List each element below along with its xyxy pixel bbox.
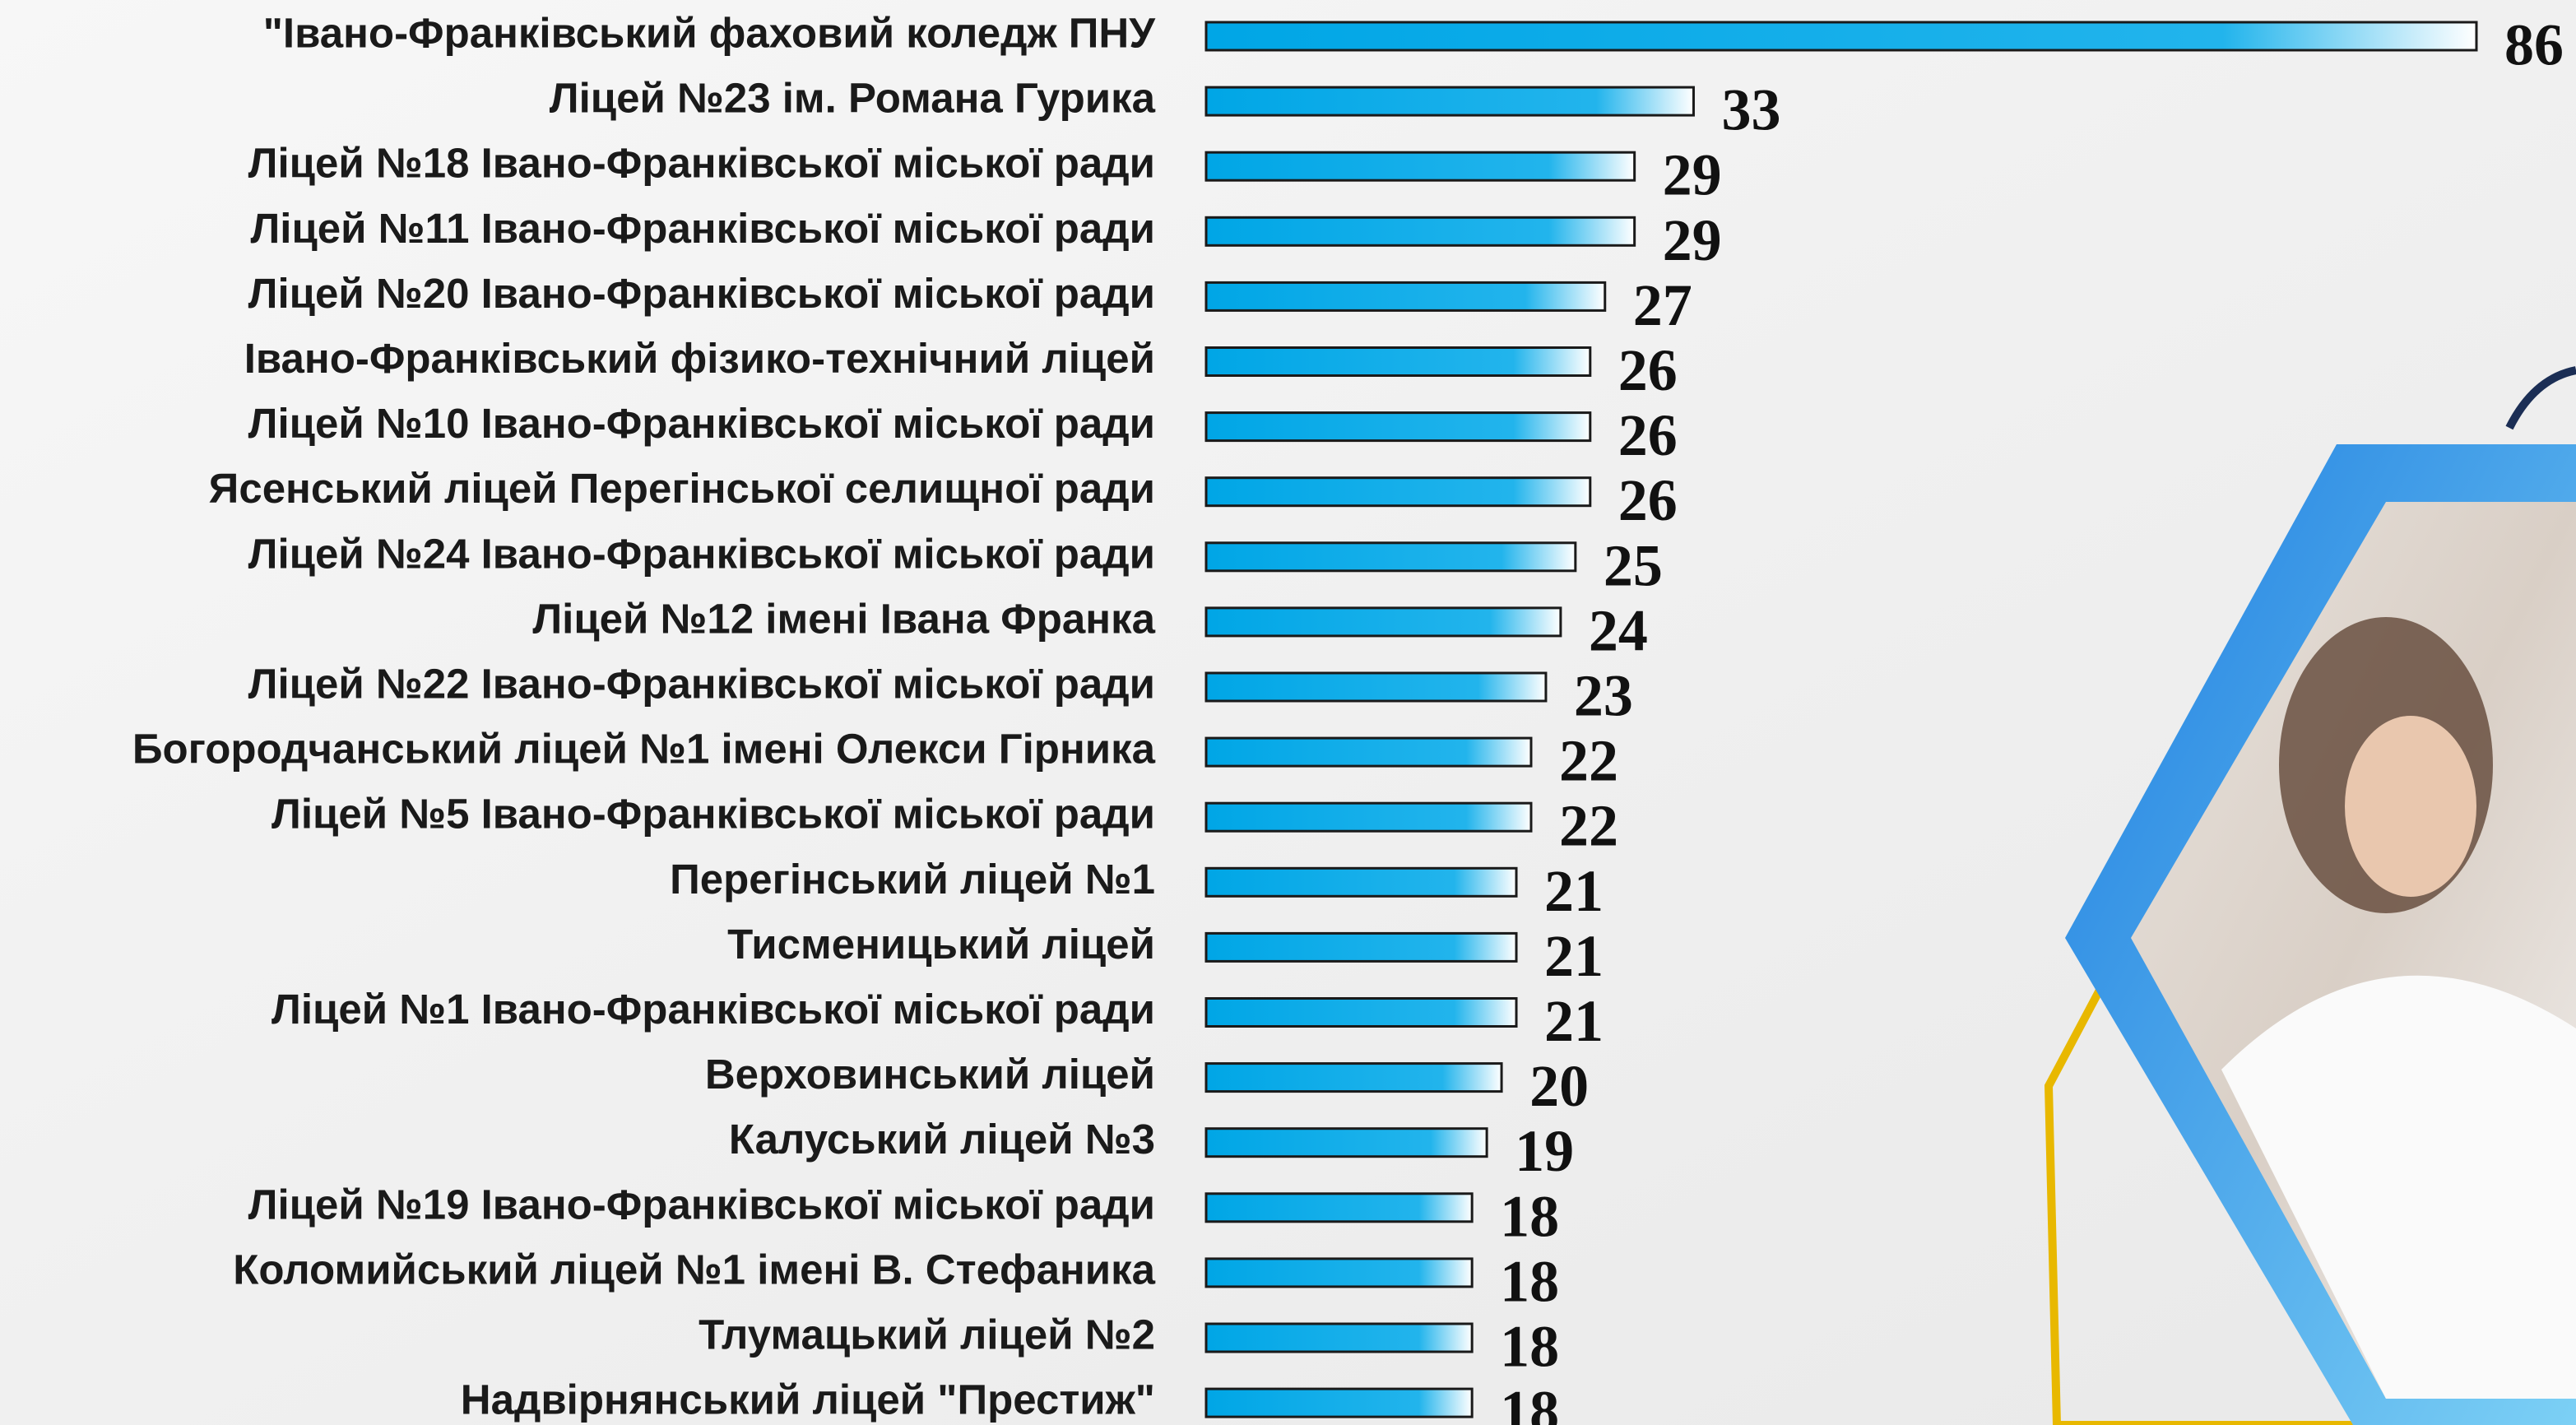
- value-label: 23: [1574, 663, 1633, 729]
- category-label: Калуський ліцей №3: [729, 1116, 1155, 1163]
- value-label: 19: [1515, 1118, 1574, 1184]
- value-label: 26: [1618, 337, 1678, 403]
- bar: [1206, 1259, 1472, 1287]
- value-label: 18: [1500, 1183, 1559, 1249]
- value-label: 25: [1604, 532, 1663, 598]
- value-label: 22: [1559, 793, 1618, 859]
- bar: [1206, 152, 1635, 180]
- category-label: Ліцей №12 імені Івана Франка: [532, 595, 1155, 642]
- category-label: Ліцей №22 Івано-Франківської міської рад…: [248, 660, 1155, 707]
- value-label: 33: [1721, 77, 1780, 143]
- category-label: Ліцей №23 ім. Романа Гурика: [550, 75, 1156, 122]
- category-label: Ліцей №5 Івано-Франківської міської ради: [272, 791, 1155, 838]
- bar: [1206, 1064, 1502, 1092]
- category-label: Богородчанський ліцей №1 імені Олекси Гі…: [132, 726, 1156, 773]
- category-label: Ясенський ліцей Перегінської селищної ра…: [209, 465, 1155, 512]
- bar: [1206, 1324, 1472, 1352]
- bar: [1206, 608, 1561, 636]
- bar: [1206, 673, 1546, 701]
- value-label: 21: [1544, 988, 1604, 1054]
- value-label: 21: [1544, 923, 1604, 989]
- bar: [1206, 87, 1693, 115]
- bar: [1206, 1389, 1472, 1417]
- category-label: Ліцей №19 Івано-Франківської міської рад…: [248, 1181, 1155, 1228]
- category-label: Ліцей №10 Івано-Франківської міської рад…: [248, 400, 1155, 447]
- category-label: "Івано-Франківський фаховий коледж ПНУ: [263, 9, 1157, 56]
- value-label: 18: [1500, 1379, 1559, 1425]
- value-label: 22: [1559, 728, 1618, 794]
- category-label: Верховинський ліцей: [705, 1051, 1155, 1098]
- category-label: Перегінський ліцей №1: [670, 856, 1155, 903]
- value-label: 24: [1589, 597, 1648, 663]
- category-label: Ліцей №20 Івано-Франківської міської рад…: [248, 270, 1155, 317]
- bar: [1206, 803, 1531, 831]
- value-label: 27: [1633, 272, 1692, 338]
- value-label: 18: [1500, 1314, 1559, 1380]
- value-label: 29: [1663, 142, 1722, 208]
- category-label: Тисменицький ліцей: [727, 921, 1155, 968]
- photo-face: [2345, 716, 2476, 897]
- bar: [1206, 738, 1531, 766]
- category-label: Ліцей №18 Івано-Франківської міської рад…: [248, 140, 1155, 187]
- bar: [1206, 868, 1516, 896]
- category-label: Ліцей №11 Івано-Франківської міської рад…: [250, 205, 1155, 252]
- bar: [1206, 22, 2476, 50]
- category-label: Надвірнянський ліцей "Престиж": [461, 1376, 1155, 1423]
- category-label: Тлумацький ліцей №2: [699, 1311, 1155, 1358]
- category-label: Коломийський ліцей №1 імені В. Стефаника: [233, 1246, 1155, 1293]
- category-label: Ліцей №1 Івано-Франківської міської ради: [272, 986, 1155, 1033]
- bar: [1206, 1194, 1472, 1222]
- bar: [1206, 999, 1516, 1027]
- value-label: 26: [1618, 402, 1678, 468]
- bar: [1206, 478, 1590, 506]
- value-label: 20: [1529, 1053, 1589, 1119]
- value-label: 18: [1500, 1248, 1559, 1314]
- bar: [1206, 1129, 1487, 1157]
- value-label: 29: [1663, 207, 1722, 273]
- bar: [1206, 933, 1516, 961]
- bar: [1206, 413, 1590, 441]
- bar: [1206, 282, 1605, 310]
- category-label: Івано-Франківський фізико-технічний ліце…: [244, 335, 1155, 382]
- bar: [1206, 348, 1590, 376]
- chart: "Івано-Франківський фаховий коледж ПНУ 86…: [0, 0, 2576, 1425]
- category-label: Ліцей №24 Івано-Франківської міської рад…: [248, 530, 1155, 577]
- value-label: 86: [2504, 12, 2564, 78]
- bar: [1206, 543, 1576, 571]
- value-label: 21: [1544, 858, 1604, 924]
- value-label: 26: [1618, 467, 1678, 533]
- bar: [1206, 217, 1635, 245]
